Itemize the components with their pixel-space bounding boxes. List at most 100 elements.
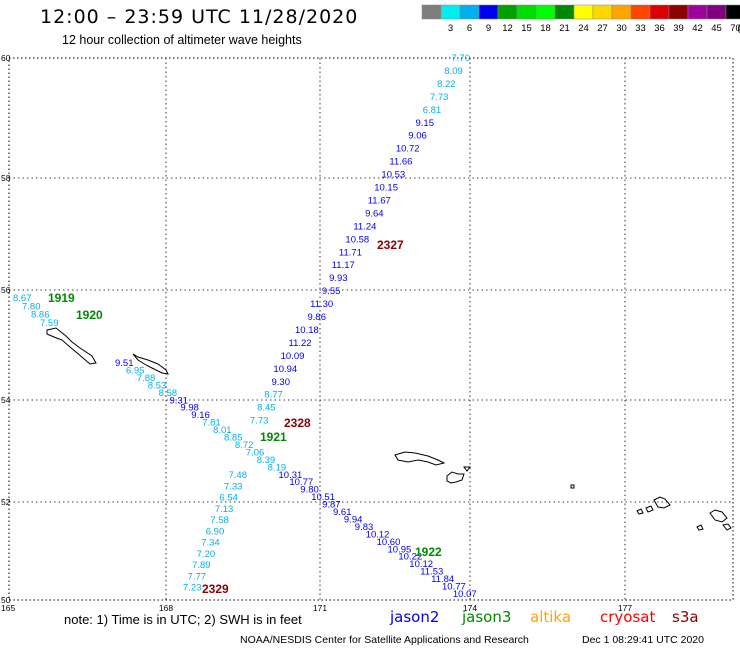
swh-label: 7.58 [210,515,229,526]
longitude-label: 168 [159,603,173,613]
island-coastline [636,508,644,515]
scale-tick-label: 12 [502,23,513,34]
island-coastline [653,496,671,509]
pass-time-label: 2327 [377,238,404,252]
swh-label: 7.34 [201,538,220,549]
swh-label: 11.84 [431,574,454,585]
island-coastline [645,505,654,513]
island-coastline [722,523,732,531]
swh-label: 10.12 [409,559,433,570]
scale-tick-label: 21 [559,23,570,34]
swh-label: 9.98 [180,403,199,414]
swh-label: 9.55 [322,286,341,297]
pass-time-label: 2328 [284,416,311,430]
pass-time-label: 1919 [48,291,75,305]
swh-label: 7.73 [250,416,269,427]
swh-label: 8.72 [235,440,254,451]
swh-label: 10.77 [442,582,466,593]
latitude-label: 56 [1,285,11,295]
swh-label: 10.15 [374,183,398,194]
longitude-label: 177 [618,603,632,613]
chart-title: 12:00 – 23:59 UTC 11/28/2020 [40,6,359,28]
swh-label: 10.94 [273,364,297,375]
swh-label: 11.24 [353,221,376,232]
swh-label: 10.58 [345,234,369,245]
swh-label: 11.67 [368,195,391,206]
track-d: 7.487.336.547.137.586.907.347.207.897.77… [183,470,247,594]
scale-tick-label: 24 [578,23,589,34]
chart-subtitle: 12 hour collection of altimeter wave hei… [62,33,302,47]
footer-credit: NOAA/NESDIS Center for Satellite Applica… [240,634,529,646]
longitude-label: 171 [313,603,327,613]
scale-tick-label: 6 [467,23,472,34]
swh-label: 10.72 [396,144,420,155]
swh-label: 11.66 [389,157,412,168]
swh-label: 9.93 [329,273,348,284]
scale-tick-label: 39 [673,23,684,34]
swh-label: 11.53 [420,567,443,578]
swh-label: 8.09 [444,66,463,77]
swh-label: 10.07 [453,589,477,600]
swh-label: 9.86 [308,312,327,323]
scale-tick-label: 45 [711,23,722,34]
swh-label: 7.73 [430,92,449,103]
swh-label: 10.77 [289,477,313,488]
swh-label: 7.77 [188,571,207,582]
swh-label: 8.01 [213,425,232,436]
swh-label: 7.89 [192,560,211,571]
footer-timestamp: Dec 1 08:29:41 UTC 2020 [582,634,704,646]
island-coastline [463,466,471,472]
swh-label: 7.23 [183,583,202,594]
longitude-label: 165 [1,603,15,613]
swh-label: 9.83 [355,522,374,533]
swh-label: 9.06 [408,131,427,142]
island-coastline [709,509,728,523]
footer-note: note: 1) Time is in UTC; 2) SWH is in fe… [64,612,302,627]
swh-label: 8.22 [437,79,456,90]
swh-label: 9.16 [191,410,210,421]
swh-label: 9.61 [333,507,352,518]
scale-tick-label: 36 [654,23,665,34]
scale-tick-label: 3 [448,23,453,34]
swh-label: 11.17 [332,260,355,271]
swh-label: 9.87 [322,500,341,511]
swh-label: 10.95 [388,544,412,555]
swh-label: 6.54 [219,493,238,504]
swh-label: 7.59 [40,318,59,329]
swh-label: 6.90 [206,526,225,537]
swh-label: 9.80 [300,485,319,496]
legend-s3a: s3a [672,608,699,626]
swh-label: 7.81 [202,418,221,429]
island-coastline [696,524,704,531]
swh-label: 7.80 [22,301,41,312]
swh-label: 8.77 [264,390,283,401]
map-frame [8,57,734,601]
island-coastline [132,353,169,375]
swh-label: 8.85 [224,433,243,444]
swh-label: 7.48 [229,470,248,481]
island-coastline [446,471,465,484]
pass-time-label: 1922 [415,545,442,559]
track-c: 9.516.957.888.538.589.319.989.167.818.01… [115,358,477,600]
scale-swatch [725,4,740,20]
swh-label: 8.45 [257,403,276,414]
swh-label: 7.13 [215,504,234,515]
island-coastline [46,327,97,365]
swh-label: 11.22 [289,338,312,349]
legend-altika: altika [530,608,572,626]
swh-label: 7.70 [452,53,471,64]
latitude-label: 52 [1,497,11,507]
scale-tick-label: 70 [730,23,740,34]
swh-label: 7.06 [246,447,264,458]
island-coastline [394,451,446,466]
swh-label: 10.60 [377,537,401,548]
map-grid [9,58,733,600]
swh-label: 8.58 [159,388,178,399]
pass-time-label: 2329 [202,582,229,596]
scale-tick-label: 42 [692,23,703,34]
latitude-label: 60 [1,53,11,63]
swh-label: 8.86 [31,310,50,321]
swh-label: 7.88 [137,373,156,384]
